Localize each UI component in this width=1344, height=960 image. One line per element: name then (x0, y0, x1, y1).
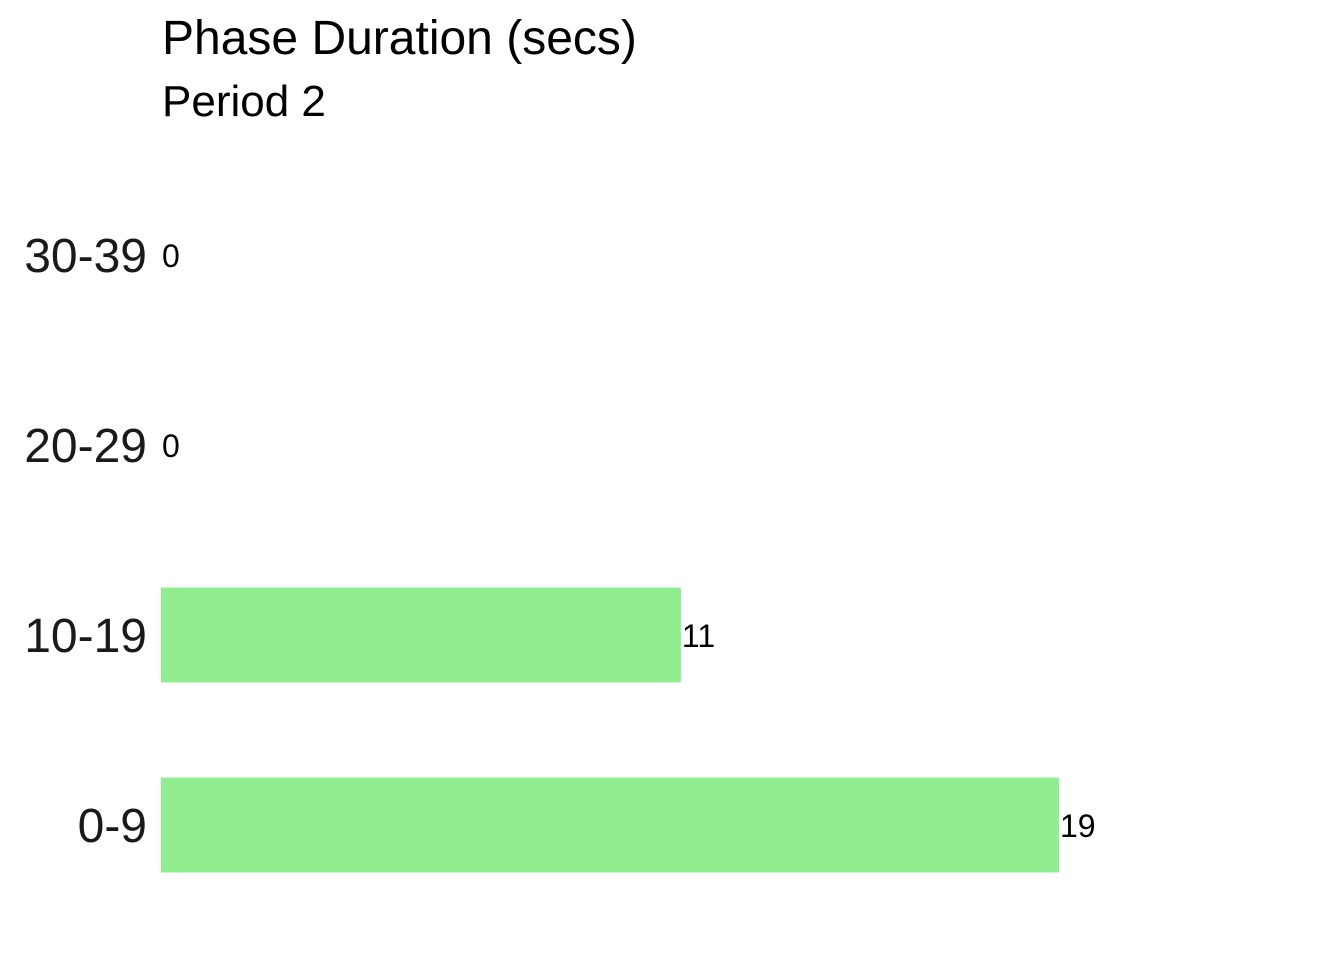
chart-title: Phase Duration (secs) (162, 12, 637, 65)
value-label: 0 (162, 238, 180, 274)
category-label: 0-9 (78, 800, 147, 853)
category-label: 20-29 (24, 420, 147, 473)
bar (161, 777, 1059, 873)
value-label: 0 (162, 428, 180, 464)
bar (161, 587, 681, 683)
category-label: 30-39 (24, 230, 147, 283)
bars-group: 0-9 19 10-19 11 20-29 0 30-39 0 (24, 230, 1096, 873)
chart-subtitle: Period 2 (162, 77, 326, 126)
category-label: 10-19 (24, 610, 147, 663)
value-label: 19 (1060, 808, 1096, 844)
value-label: 11 (682, 618, 715, 654)
